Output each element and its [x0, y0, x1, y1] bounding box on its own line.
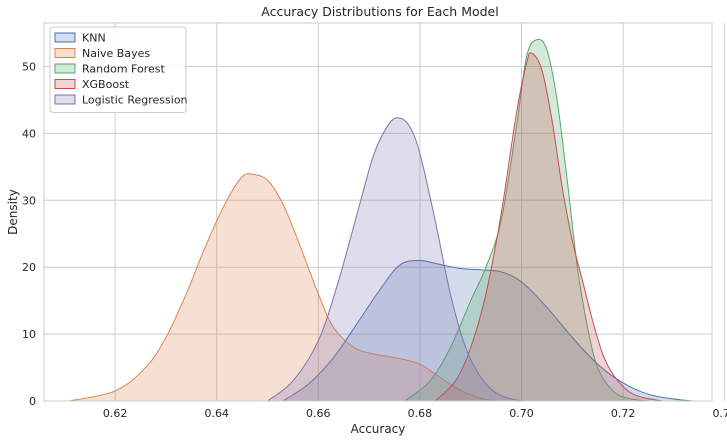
legend-swatch-naive-bayes	[54, 48, 76, 58]
x-tick-label: 0.62	[103, 407, 128, 420]
y-tick-labels: 0 10 20 30 40 50	[22, 60, 36, 408]
density-area-naive-bayes	[69, 173, 497, 401]
legend-swatch-random-forest	[54, 63, 76, 74]
density-line-logistic-regression	[267, 117, 527, 402]
x-tick-label: 0.66	[306, 407, 331, 420]
legend-swatch-bg-logistic-regression	[55, 95, 75, 104]
legend-label-knn: KNN	[82, 32, 106, 45]
density-area-random-forest	[404, 39, 649, 402]
x-tick-label: 0.68	[408, 407, 433, 420]
y-tick-label: 20	[22, 261, 36, 274]
density-line-xgboost	[434, 52, 664, 402]
legend-swatch-bg-knn	[55, 33, 75, 42]
x-tick-label: 0.70	[509, 407, 534, 420]
x-axis-label: Accuracy	[351, 422, 406, 436]
legend-swatch-bg-xgboost	[55, 79, 75, 89]
legend-label-xgboost: XGBoost	[82, 78, 130, 91]
y-axis-label: Density	[6, 189, 20, 235]
legend-swatch-bg-random-forest	[55, 64, 75, 73]
legend-swatch-knn	[54, 32, 76, 43]
legend-swatch-xgboost	[54, 79, 76, 89]
density-line-random-forest	[404, 38, 649, 402]
density-areas	[69, 38, 695, 402]
density-line-knn	[282, 259, 695, 402]
y-tick-label: 40	[22, 127, 36, 140]
legend-box	[49, 26, 187, 113]
y-tick-label: 10	[22, 328, 36, 341]
legend-swatch-logistic-regression	[54, 94, 76, 105]
legend: KNN Naive Bayes Random Forest XGBoost Logist…	[49, 26, 188, 113]
density-area-logistic-regression	[267, 117, 527, 402]
x-tick-label: 0.72	[611, 407, 636, 420]
density-area-knn	[282, 260, 695, 401]
x-tick-label: 0.64	[204, 407, 229, 420]
x-tick-labels: 0.62 0.64 0.66 0.68 0.70 0.72 0.74	[103, 407, 727, 420]
legend-label-logistic-regression: Logistic Regression	[82, 94, 188, 107]
chart-title: Accuracy Distributions for Each Model	[261, 4, 498, 19]
y-tick-label: 0	[29, 395, 36, 408]
legend-label-naive-bayes: Naive Bayes	[82, 47, 150, 60]
legend-label-random-forest: Random Forest	[82, 63, 165, 76]
y-tick-label: 50	[22, 60, 36, 73]
density-area-xgboost	[435, 52, 664, 402]
legend-swatch-bg-naive-bayes	[55, 48, 75, 58]
x-tick-label: 0.74	[712, 407, 727, 420]
y-tick-label: 30	[22, 194, 36, 207]
plot-frame	[43, 22, 713, 402]
density-line-naive-bayes	[69, 173, 497, 402]
